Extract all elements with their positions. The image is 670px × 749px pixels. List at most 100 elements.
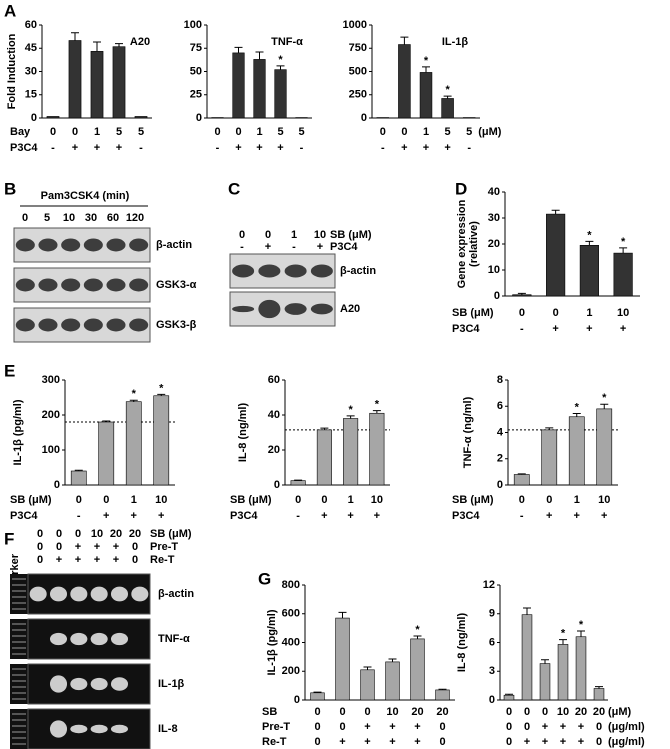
y-tick-label: 40 (488, 186, 500, 198)
bar (134, 116, 148, 119)
significance-mark: * (132, 388, 137, 400)
bar (90, 51, 104, 119)
error-bar (102, 420, 111, 422)
y-tick-label: 0 (294, 694, 300, 706)
blot-strip (27, 708, 151, 749)
bar (46, 116, 60, 119)
condition-label: + (321, 510, 327, 522)
y-tick-label: 20 (488, 238, 500, 250)
lane-label: 0 (75, 528, 81, 540)
condition-label: 20 (593, 706, 605, 718)
lane-label: 0 (37, 528, 43, 540)
condition-label: 0 (506, 706, 512, 718)
blot-band (38, 318, 58, 332)
error-bar (600, 403, 609, 409)
condition-label: + (560, 721, 566, 733)
y-axis-label: IL-8 (ng/ml) (456, 613, 468, 673)
y-tick-label: 600 (282, 608, 300, 620)
significance-mark: * (575, 401, 580, 413)
bar (274, 69, 287, 119)
significance-mark: * (415, 624, 420, 636)
condition-label: 5 (298, 126, 304, 138)
condition-label: 0 (72, 126, 78, 138)
y-tick-label: 400 (282, 636, 300, 648)
bar (410, 638, 425, 701)
condition-label: 1 (94, 126, 100, 138)
significance-mark: * (621, 236, 626, 248)
y-tick-label: 200 (282, 665, 300, 677)
condition-label: + (158, 510, 164, 522)
error-bar (129, 399, 138, 402)
condition-label: + (339, 736, 345, 748)
condition-label: 10 (386, 706, 398, 718)
blot-band (90, 724, 108, 734)
y-tick-label: 45 (25, 42, 37, 54)
bar (521, 614, 533, 701)
y-axis-label: IL-1β (pg/ml) (266, 609, 278, 675)
lane-label: + (75, 554, 81, 566)
condition-label: - (520, 510, 524, 522)
y-axis-label: Gene expression (456, 199, 468, 288)
condition-label: 0 (214, 126, 220, 138)
lane-label: - (240, 241, 244, 253)
blot-band (310, 264, 333, 278)
condition-label: 0 (519, 494, 525, 506)
y-tick-label: 0 (54, 479, 60, 491)
error-bar (577, 630, 585, 637)
bar (557, 644, 569, 701)
condition-label: + (423, 142, 429, 154)
bar (360, 669, 375, 701)
blot-band (129, 238, 149, 252)
condition-label: 0 (546, 494, 552, 506)
condition-label: + (131, 510, 137, 522)
blot-strip (27, 663, 151, 705)
condition-unit: (μg/ml) (608, 721, 645, 733)
condition-label: + (401, 142, 407, 154)
blot-label: A20 (340, 303, 360, 315)
blot-band (232, 264, 255, 278)
condition-label: 10 (598, 494, 610, 506)
blot-band (61, 318, 81, 332)
condition-label: 1 (131, 494, 137, 506)
y-tick-label: 250 (349, 89, 367, 101)
lane-label: + (56, 554, 62, 566)
bar (369, 412, 385, 486)
marker-lane (10, 574, 28, 614)
blot-band (61, 238, 81, 252)
condition-label: 1 (348, 494, 354, 506)
blot-band (106, 278, 126, 292)
error-bar (313, 691, 322, 693)
y-tick-label: 0 (361, 112, 367, 124)
condition-label: - (77, 510, 81, 522)
marker-lane (10, 664, 28, 704)
blot-band (70, 632, 88, 646)
y-tick-label: 6 (489, 636, 495, 648)
lane-label: 0 (132, 554, 138, 566)
error-bar (523, 607, 531, 615)
y-tick-label: 50 (190, 65, 202, 77)
error-bar (93, 41, 101, 52)
condition-label: + (552, 323, 558, 335)
condition-label: 5 (277, 126, 283, 138)
y-tick-label: 300 (42, 374, 60, 386)
y-tick-label: 1000 (343, 19, 367, 31)
y-tick-label: 0 (274, 479, 280, 491)
bar (343, 418, 359, 486)
condition-label: 0 (524, 706, 530, 718)
condition-label: 0 (401, 126, 407, 138)
condition-label: 0 (321, 494, 327, 506)
row-name: Re-T (150, 554, 175, 566)
y-tick-label: 100 (184, 19, 202, 31)
condition-label: + (72, 142, 78, 154)
condition-label: 20 (436, 706, 448, 718)
error-bar (505, 693, 513, 696)
significance-mark: * (348, 404, 353, 416)
error-bar (619, 247, 628, 254)
bar (335, 617, 350, 701)
condition-name: Pre-T (262, 721, 290, 733)
lane-label: + (75, 541, 81, 553)
blot-band (106, 238, 126, 252)
y-tick-label: 15 (25, 89, 37, 101)
blot-band (131, 586, 149, 602)
panel-label: E (4, 361, 15, 380)
